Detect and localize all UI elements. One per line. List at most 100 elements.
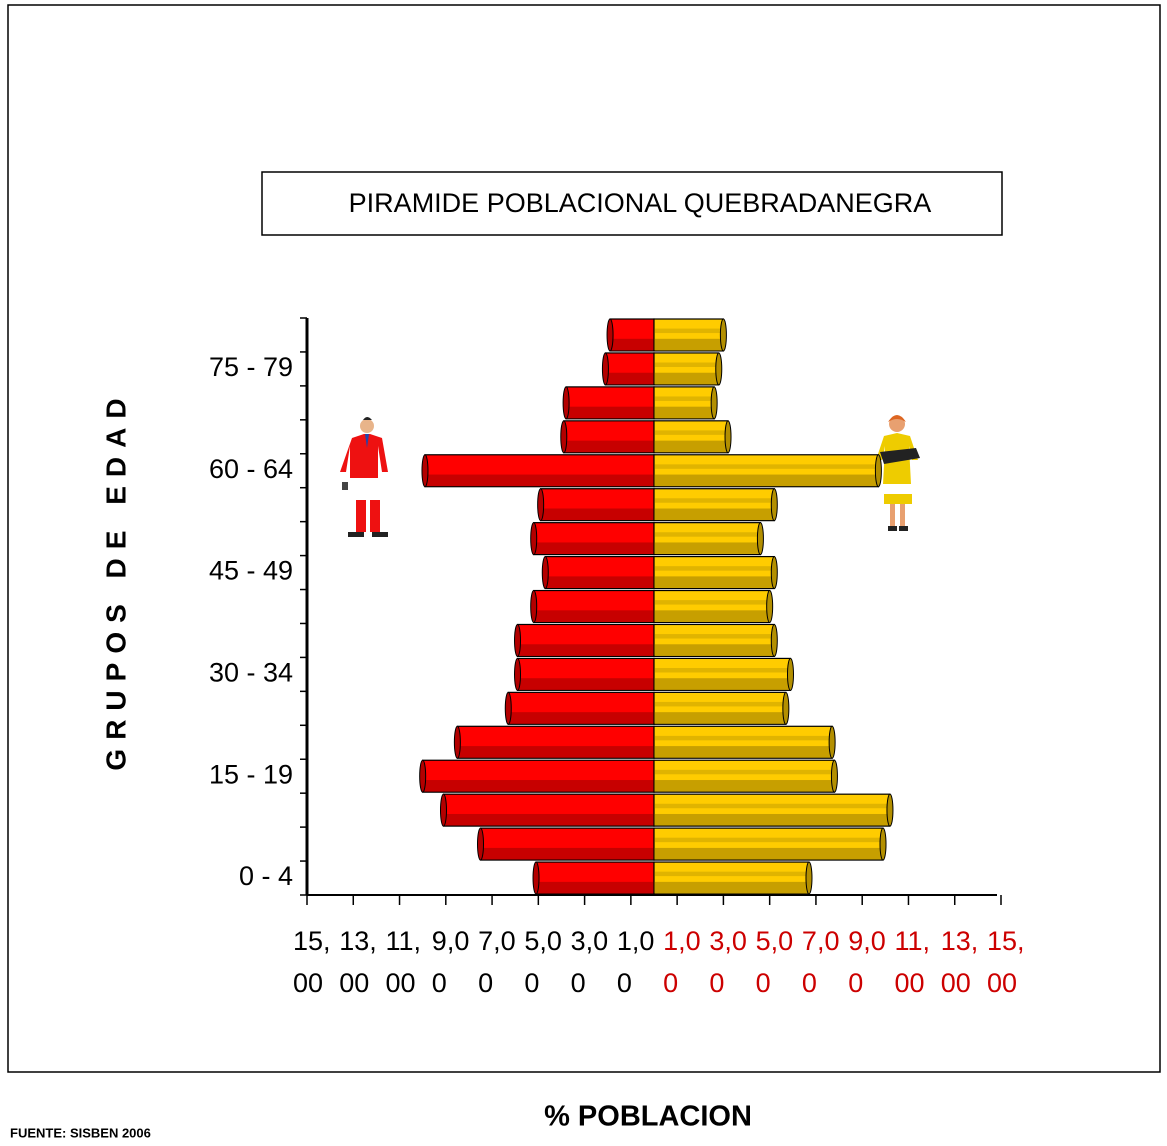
bar-cap [771, 489, 777, 521]
bar-shade [542, 509, 653, 520]
x-tick-label: 11,00 [386, 920, 426, 1004]
bar-shade [509, 712, 653, 723]
x-tick-label: 3,00 [709, 920, 749, 1004]
y-tick-label: 75 - 79 [209, 352, 293, 382]
bar-shade [444, 814, 653, 825]
bar-shade [655, 780, 833, 791]
bar-cap [720, 319, 726, 351]
bar-shade [424, 780, 653, 791]
bar-shade [655, 678, 789, 689]
bar-shade [655, 542, 759, 553]
bar-shade [535, 542, 653, 553]
x-tick-label: 3,00 [571, 920, 611, 1004]
bar-stripe [655, 804, 889, 808]
bar-shade [535, 610, 653, 621]
bar-shade [655, 814, 889, 825]
bar-stripe [655, 838, 882, 842]
bar-shade [655, 746, 831, 757]
bar-cap [563, 387, 569, 419]
bar-shade [519, 678, 653, 689]
bar-stripe [655, 736, 831, 740]
bar-cap [711, 387, 717, 419]
bar-stripe [655, 634, 773, 638]
bar-stripe [655, 770, 833, 774]
bar-cap [420, 760, 426, 792]
bar-shade [655, 576, 773, 587]
bar-cap [757, 523, 763, 555]
bar-shade [655, 610, 769, 621]
bar-shade [537, 882, 653, 893]
x-tick-label: 7,00 [802, 920, 842, 1004]
bar-cap [771, 557, 777, 589]
bar-stripe [655, 498, 773, 502]
bar-shade [565, 441, 653, 452]
bar-cap [531, 523, 537, 555]
bar-cap [875, 455, 881, 487]
bar-cap [787, 658, 793, 690]
bar-cap [505, 692, 511, 724]
bar-cap [515, 658, 521, 690]
x-tick-label: 5,00 [756, 920, 796, 1004]
y-tick-label: 15 - 19 [209, 759, 293, 789]
bar-cap [783, 692, 789, 724]
bar-shade [546, 576, 653, 587]
bar-cap [887, 794, 893, 826]
x-tick-label: 13,00 [941, 920, 981, 1004]
bar-cap [607, 319, 613, 351]
bar-stripe [655, 532, 759, 536]
bar-stripe [655, 668, 789, 672]
bar-cap [831, 760, 837, 792]
y-tick-label: 30 - 34 [209, 658, 293, 688]
bar-shade [655, 373, 718, 384]
bar-stripe [655, 464, 877, 468]
bar-cap [880, 828, 886, 860]
bar-stripe [655, 396, 713, 400]
bar-shade [655, 475, 877, 486]
bar-shade [655, 712, 785, 723]
bar-shade [611, 339, 653, 350]
bar-cap [602, 353, 608, 385]
x-tick-label: 7,00 [478, 920, 518, 1004]
bar-cap [725, 421, 731, 453]
x-axis-title: % POBLACION [544, 1101, 752, 1133]
x-tick-label: 9,00 [848, 920, 888, 1004]
bar-shade [655, 644, 773, 655]
bar-stripe [655, 329, 722, 333]
x-tick-label: 1,00 [663, 920, 703, 1004]
page: PIRAMIDE POBLACIONAL QUEBRADANEGRA GRUPO… [0, 0, 1167, 1146]
x-tick-label: 15,00 [293, 920, 333, 1004]
x-tick-label: 5,00 [524, 920, 564, 1004]
x-tick-label: 13,00 [339, 920, 379, 1004]
bar-shade [519, 644, 653, 655]
male-icon [340, 417, 388, 537]
bar-cap [422, 455, 428, 487]
bar-cap [561, 421, 567, 453]
bar-cap [806, 862, 812, 894]
bar-shade [567, 407, 653, 418]
bar-cap [771, 624, 777, 656]
bar-cap [829, 726, 835, 758]
bar-cap [716, 353, 722, 385]
bar-cap [440, 794, 446, 826]
bar-stripe [655, 363, 718, 367]
bar-cap [531, 591, 537, 623]
y-tick-label: 0 - 4 [239, 861, 293, 891]
bar-shade [655, 882, 808, 893]
bar-shade [426, 475, 653, 486]
bar-cap [533, 862, 539, 894]
bar-stripe [655, 702, 785, 706]
x-tick-label: 11,00 [894, 920, 934, 1004]
bar-shade [606, 373, 653, 384]
bar-stripe [655, 430, 727, 434]
y-tick-label: 60 - 64 [209, 454, 293, 484]
bar-cap [454, 726, 460, 758]
bar-shade [655, 509, 773, 520]
x-tick-label: 15,00 [987, 920, 1027, 1004]
bar-cap [515, 624, 521, 656]
source-note: FUENTE: SISBEN 2006 [10, 1125, 151, 1140]
bar-cap [767, 591, 773, 623]
bar-cap [538, 489, 544, 521]
bar-cap [478, 828, 484, 860]
x-tick-label: 1,00 [617, 920, 657, 1004]
bar-stripe [655, 566, 773, 570]
